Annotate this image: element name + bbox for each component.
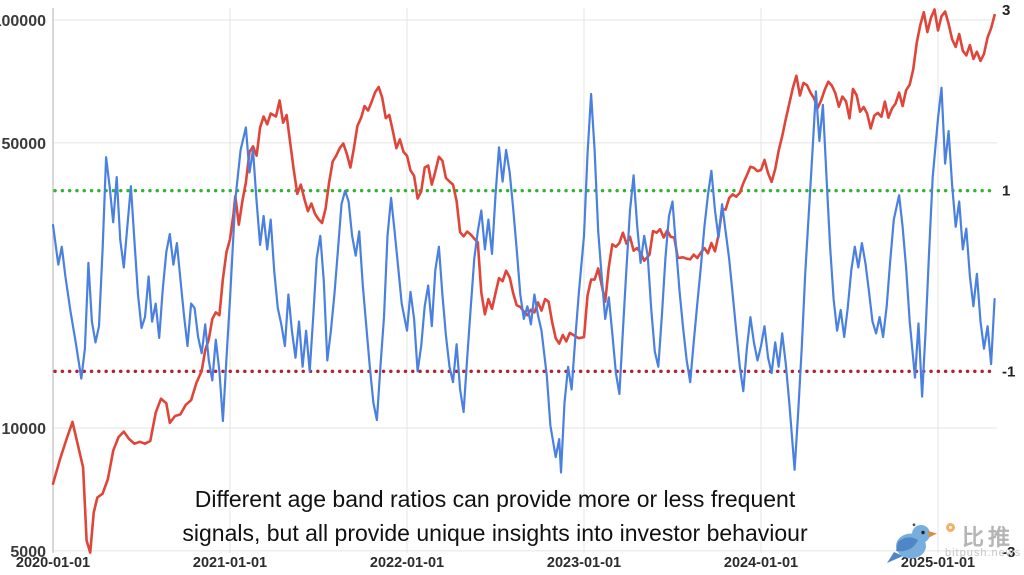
twitter-bird-icon xyxy=(887,523,937,563)
x-axis-tick-label: 2020-01-01 xyxy=(16,555,90,571)
watermark: 比推 bitpush.news xyxy=(885,514,1024,572)
chart-caption: Different age band ratios can provide mo… xyxy=(145,482,845,550)
x-axis-tick-label: 2022-01-01 xyxy=(370,555,444,571)
left-axis-tick-label: 10000 xyxy=(2,421,47,438)
caption-line-2: signals, but all provide unique insights… xyxy=(182,520,808,546)
right-axis-tick-label: -1 xyxy=(1002,363,1015,380)
x-axis-tick-label: 2024-01-01 xyxy=(724,555,798,571)
right-axis-tick-label: 1 xyxy=(1002,183,1010,200)
watermark-brand: 比推 xyxy=(962,525,1015,550)
right-axis-tick-label: -3 xyxy=(1002,544,1015,561)
orange-dot-icon xyxy=(946,523,955,532)
age-band-ratio-line xyxy=(51,86,996,474)
left-axis-tick-label: 50000 xyxy=(2,136,47,153)
left-axis-tick-label: 5000 xyxy=(10,544,46,561)
right-axis-tick-label: 3 xyxy=(1002,2,1010,19)
x-axis-tick-label: 2025-01-01 xyxy=(901,555,975,571)
left-axis-tick-label: 100000 xyxy=(0,13,46,30)
btc-price-line xyxy=(51,8,996,554)
x-axis-tick-label: 2021-01-01 xyxy=(193,555,267,571)
x-axis-tick-label: 2023-01-01 xyxy=(547,555,621,571)
caption-line-1: Different age band ratios can provide mo… xyxy=(194,486,796,512)
watermark-domain: bitpush.news xyxy=(945,547,1022,559)
